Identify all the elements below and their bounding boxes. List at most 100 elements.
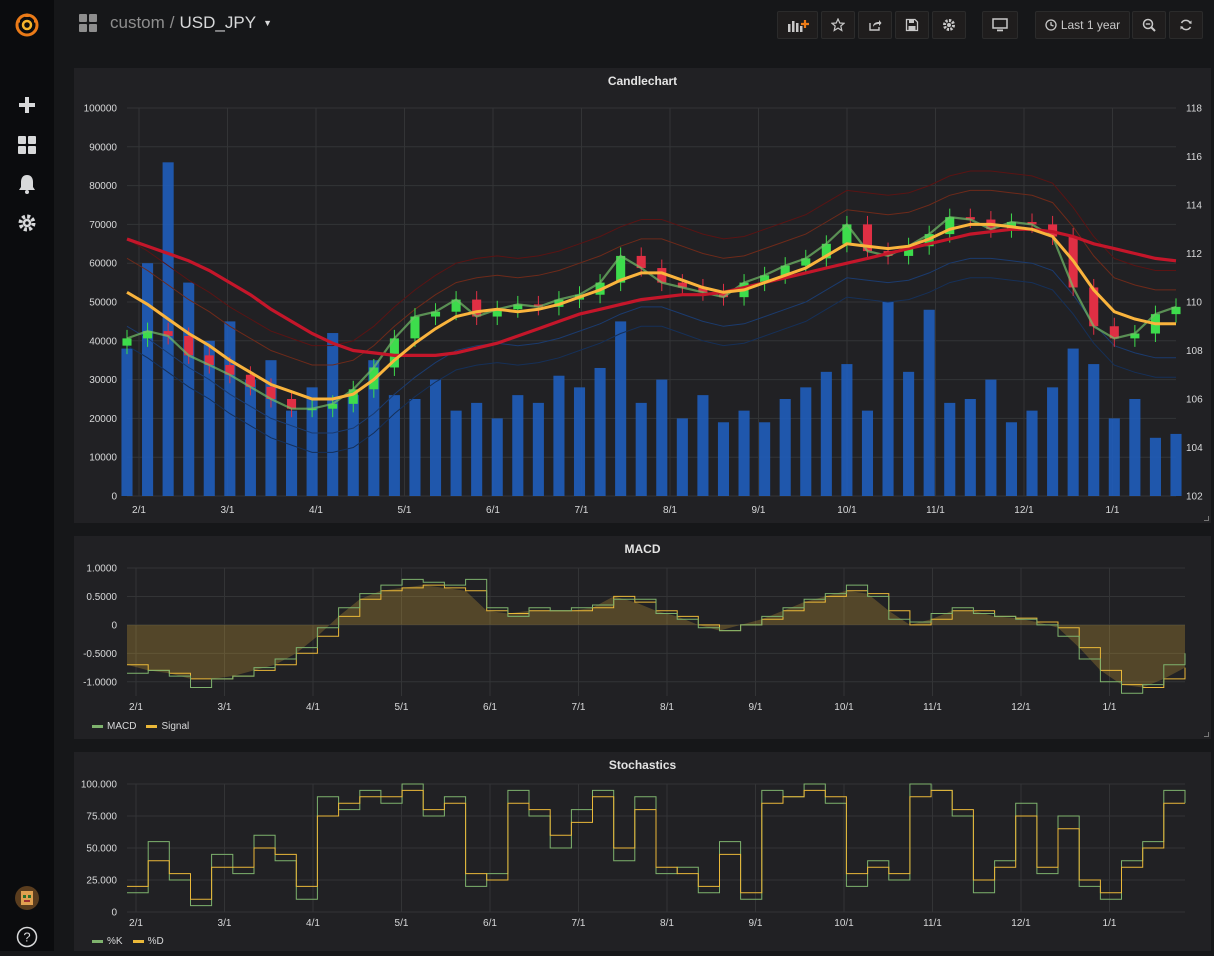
y-right-tick-label: 102 xyxy=(1186,492,1203,503)
dashboard-navbar: custom / USD_JPY ▼ Last 1 year xyxy=(54,0,1214,52)
y-right-tick-label: 106 xyxy=(1186,395,1203,406)
share-button[interactable] xyxy=(858,11,892,39)
volume-bar xyxy=(491,418,503,496)
save-button[interactable] xyxy=(895,11,929,39)
zoom-out-button[interactable] xyxy=(1132,11,1166,39)
folder-name[interactable]: custom xyxy=(110,13,165,32)
x-tick-label: 1/1 xyxy=(1106,505,1120,516)
candle-body xyxy=(245,374,255,387)
breadcrumb-separator: / xyxy=(169,13,175,32)
dashboard-title[interactable]: custom / USD_JPY ▼ xyxy=(78,13,272,33)
candle-body xyxy=(328,403,338,409)
x-tick-label: 2/1 xyxy=(129,702,143,713)
panel-title[interactable]: Stochastics xyxy=(608,758,677,772)
volume-bar xyxy=(1026,410,1038,496)
x-tick-label: 1/1 xyxy=(1103,702,1117,713)
volume-bar xyxy=(800,387,812,496)
candle-body xyxy=(430,311,441,317)
legend-item-d[interactable]: %D xyxy=(132,936,164,947)
x-tick-label: 10/1 xyxy=(834,702,854,713)
share-icon xyxy=(869,20,882,31)
volume-bar xyxy=(656,379,668,496)
y-tick-label: 1.0000 xyxy=(86,564,117,575)
candle-body xyxy=(821,243,831,259)
x-tick-label: 4/1 xyxy=(309,505,323,516)
candle-body xyxy=(718,292,729,298)
volume-bar xyxy=(1047,387,1059,496)
candle-body xyxy=(1089,287,1099,327)
x-tick-label: 5/1 xyxy=(395,918,409,929)
y-left-tick-label: 30000 xyxy=(89,375,117,386)
cycle-view-button[interactable] xyxy=(982,11,1018,39)
volume-bar xyxy=(1129,399,1141,496)
candle-body xyxy=(616,255,626,283)
candle-body xyxy=(225,365,235,375)
candlechart-graph[interactable]: 0 10000 20000 30000 40000 50000 60000 70000 8000… xyxy=(74,68,1211,523)
y-left-tick-label: 10000 xyxy=(89,453,117,464)
candle-body xyxy=(1109,326,1119,339)
volume-bar xyxy=(738,410,750,496)
help-icon[interactable]: ? xyxy=(0,918,54,956)
volume-bar xyxy=(820,371,832,496)
y-left-tick-label: 80000 xyxy=(89,181,117,192)
user-avatar[interactable] xyxy=(0,879,54,917)
legend-swatch xyxy=(92,724,103,728)
candle-body xyxy=(389,338,399,368)
x-tick-label: 9/1 xyxy=(749,918,763,929)
candle-body xyxy=(266,386,276,399)
create-icon[interactable] xyxy=(0,86,54,124)
configuration-icon[interactable] xyxy=(0,204,54,242)
macd-line xyxy=(127,578,1186,694)
band-line xyxy=(126,257,1176,434)
ma-short-line xyxy=(126,222,1176,401)
legend-item-signal[interactable]: Signal xyxy=(146,721,189,732)
y-left-tick-label: 20000 xyxy=(89,414,117,425)
candle-body xyxy=(862,224,873,252)
legend-item-macd[interactable]: MACD xyxy=(92,721,136,732)
candle-body xyxy=(677,282,687,288)
candle-body xyxy=(472,299,482,317)
dashboard-name[interactable]: USD_JPY xyxy=(179,13,257,32)
time-picker-button[interactable]: Last 1 year xyxy=(1035,11,1130,39)
candle-body xyxy=(965,217,975,220)
volume-bar xyxy=(841,364,853,496)
x-tick-label: 1/1 xyxy=(1103,918,1117,929)
panel-resize-handle[interactable] xyxy=(1204,732,1209,737)
add-panel-button[interactable] xyxy=(777,11,818,39)
alerting-icon[interactable] xyxy=(0,165,54,203)
candle-body xyxy=(698,287,708,293)
time-range-label: Last 1 year xyxy=(1060,18,1121,32)
volume-bar xyxy=(1170,433,1182,496)
panel-title[interactable]: MACD xyxy=(624,542,661,556)
refresh-button[interactable] xyxy=(1169,11,1203,39)
legend-item-k[interactable]: %K xyxy=(92,936,123,947)
volume-bar xyxy=(1088,364,1100,496)
panel-resize-handle[interactable] xyxy=(1204,516,1209,521)
volume-bar xyxy=(183,282,195,496)
stochastics-graph[interactable]: 100.000 75.000 50.000 25.000 0 2/1 3/1 4/1 5/1 6/… xyxy=(74,752,1211,951)
star-button[interactable] xyxy=(821,11,855,39)
band-line xyxy=(126,170,1176,347)
signal-area xyxy=(127,585,1185,688)
candlechart-panel: Candlechart 0 10000 20000 30000 40000 50000 60… xyxy=(74,68,1211,523)
x-tick-label: 9/1 xyxy=(749,702,763,713)
x-tick-label: 2/1 xyxy=(132,505,146,516)
side-menu: ? xyxy=(0,0,54,951)
grafana-logo-icon[interactable] xyxy=(0,6,54,44)
y-left-tick-label: 90000 xyxy=(89,142,117,153)
macd-graph[interactable]: 1.0000 0.5000 0 -0.5000 -1.0000 2/1 3/1 4/1 5/1 6… xyxy=(74,536,1211,739)
candle-body xyxy=(1130,333,1140,339)
volume-bar xyxy=(697,395,709,496)
panel-title[interactable]: Candlechart xyxy=(607,74,678,88)
y-left-tick-label: 70000 xyxy=(89,220,117,231)
volume-bar xyxy=(676,418,688,496)
volume-bar xyxy=(306,387,318,496)
settings-button[interactable] xyxy=(932,11,966,39)
macd-panel: MACD 1.0000 0.5000 0 -0.5000 -1.0000 2/1 3/1 4/… xyxy=(74,536,1211,739)
x-tick-label: 10/1 xyxy=(837,505,857,516)
dashboards-icon[interactable] xyxy=(0,126,54,164)
volume-bar xyxy=(121,348,133,496)
monitor-icon xyxy=(992,18,1008,32)
volume-bar xyxy=(368,360,380,496)
volume-bar xyxy=(882,302,894,496)
